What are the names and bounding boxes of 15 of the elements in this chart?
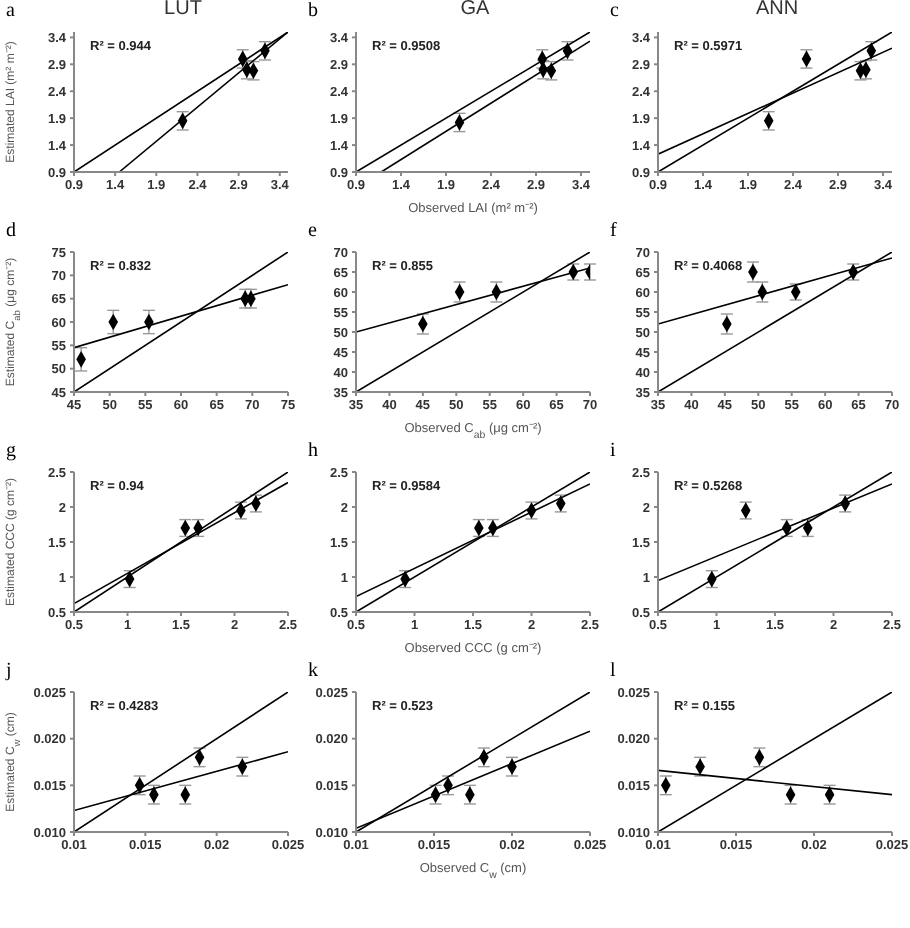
- text: f: [610, 220, 617, 242]
- text: d: [6, 220, 16, 242]
- chart-title: LUT: [162, 0, 204, 20]
- text: k: [308, 660, 318, 682]
- text: c: [610, 0, 619, 22]
- chart-title: GA: [458, 0, 492, 20]
- text: b: [308, 0, 318, 22]
- text: j: [6, 660, 12, 682]
- text: g: [6, 440, 16, 462]
- text: i: [610, 440, 616, 462]
- text: l: [610, 660, 616, 682]
- text: h: [308, 440, 318, 462]
- chart-title: ANN: [753, 0, 801, 20]
- text: a: [6, 0, 15, 22]
- text: e: [308, 220, 317, 242]
